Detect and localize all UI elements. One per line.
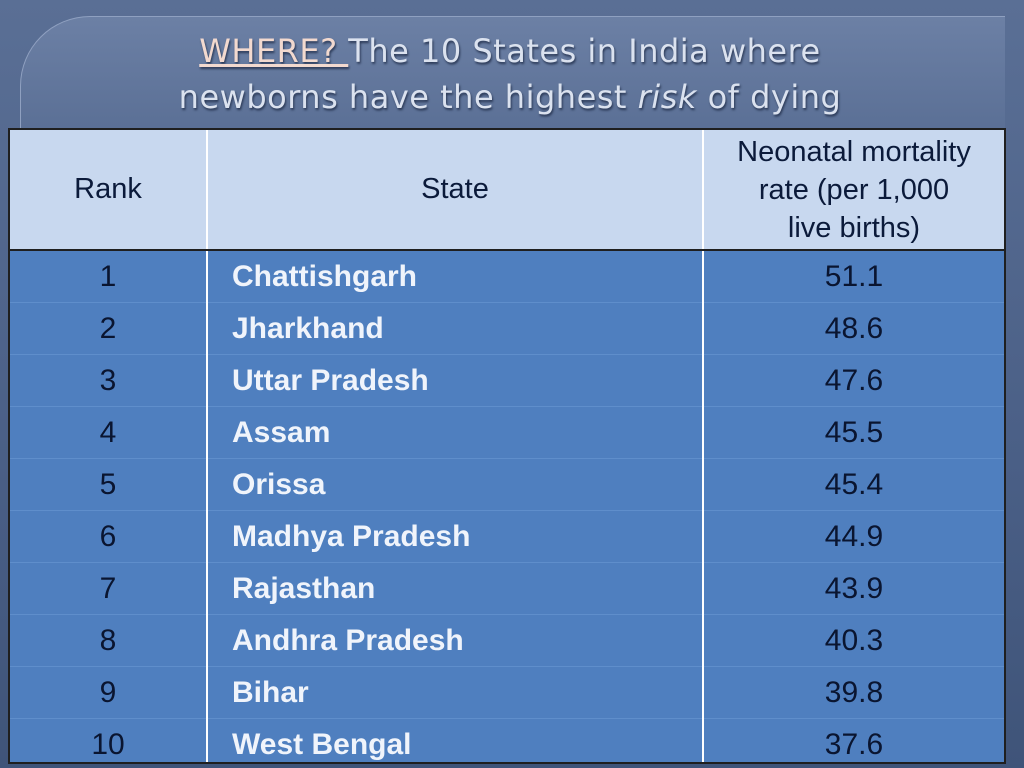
table-row: 5 Orissa 45.4 — [10, 458, 1004, 511]
table-row: 1 Chattishgarh 51.1 — [10, 250, 1004, 303]
header-rank: Rank — [10, 130, 207, 251]
table-row: 9 Bihar 39.8 — [10, 666, 1004, 719]
table-row: 7 Rajasthan 43.9 — [10, 562, 1004, 615]
mortality-table: Rank State Neonatal mortality rate (per … — [8, 128, 1006, 764]
rate-cell: 48.6 — [702, 302, 1004, 355]
rate-cell: 37.6 — [702, 718, 1004, 762]
rank-cell: 6 — [10, 510, 207, 563]
state-cell: Madhya Pradesh — [206, 510, 703, 563]
table-body: 1 Chattishgarh 51.1 2 Jharkhand 48.6 3 Uttar Pr… — [10, 250, 1004, 762]
rank-cell: 5 — [10, 458, 207, 511]
header-rate-line1: Neonatal mortality — [737, 135, 971, 168]
table-header-row: Rank State Neonatal mortality rate (per … — [10, 130, 1004, 251]
title-risk: risk — [637, 78, 697, 116]
rate-cell: 45.5 — [702, 406, 1004, 459]
rate-cell: 51.1 — [702, 250, 1004, 303]
rate-cell: 44.9 — [702, 510, 1004, 563]
header-rate: Neonatal mortality rate (per 1,000 live … — [702, 130, 1004, 251]
table-row: 6 Madhya Pradesh 44.9 — [10, 510, 1004, 563]
header-state: State — [206, 130, 703, 251]
rank-cell: 9 — [10, 666, 207, 719]
header-rate-line3: live births) — [787, 211, 921, 244]
state-cell: West Bengal — [206, 718, 703, 762]
rank-cell: 10 — [10, 718, 207, 762]
state-cell: Orissa — [206, 458, 703, 511]
title-panel — [20, 16, 1005, 147]
state-cell: Chattishgarh — [206, 250, 703, 303]
table-row: 4 Assam 45.5 — [10, 406, 1004, 459]
state-cell: Bihar — [206, 666, 703, 719]
title-line2-start: newborns have the highest — [178, 78, 638, 116]
table-row: 8 Andhra Pradesh 40.3 — [10, 614, 1004, 667]
rate-cell: 45.4 — [702, 458, 1004, 511]
table-row: 10 West Bengal 37.6 — [10, 718, 1004, 762]
title-line2-end: of dying — [696, 78, 842, 116]
rank-cell: 2 — [10, 302, 207, 355]
rate-cell: 39.8 — [702, 666, 1004, 719]
title-line1: The 10 States in India where — [348, 32, 821, 70]
rate-cell: 40.3 — [702, 614, 1004, 667]
state-cell: Uttar Pradesh — [206, 354, 703, 407]
title-where: WHERE? — [199, 32, 349, 70]
rank-cell: 3 — [10, 354, 207, 407]
state-cell: Assam — [206, 406, 703, 459]
rate-cell: 43.9 — [702, 562, 1004, 615]
rank-cell: 4 — [10, 406, 207, 459]
table-row: 2 Jharkhand 48.6 — [10, 302, 1004, 355]
state-cell: Andhra Pradesh — [206, 614, 703, 667]
state-cell: Rajasthan — [206, 562, 703, 615]
state-cell: Jharkhand — [206, 302, 703, 355]
rate-cell: 47.6 — [702, 354, 1004, 407]
rank-cell: 7 — [10, 562, 207, 615]
rank-cell: 8 — [10, 614, 207, 667]
slide-title: WHERE? The 10 States in India where newb… — [60, 28, 960, 120]
header-rate-line2: rate (per 1,000 — [758, 173, 950, 206]
rank-cell: 1 — [10, 250, 207, 303]
table-row: 3 Uttar Pradesh 47.6 — [10, 354, 1004, 407]
